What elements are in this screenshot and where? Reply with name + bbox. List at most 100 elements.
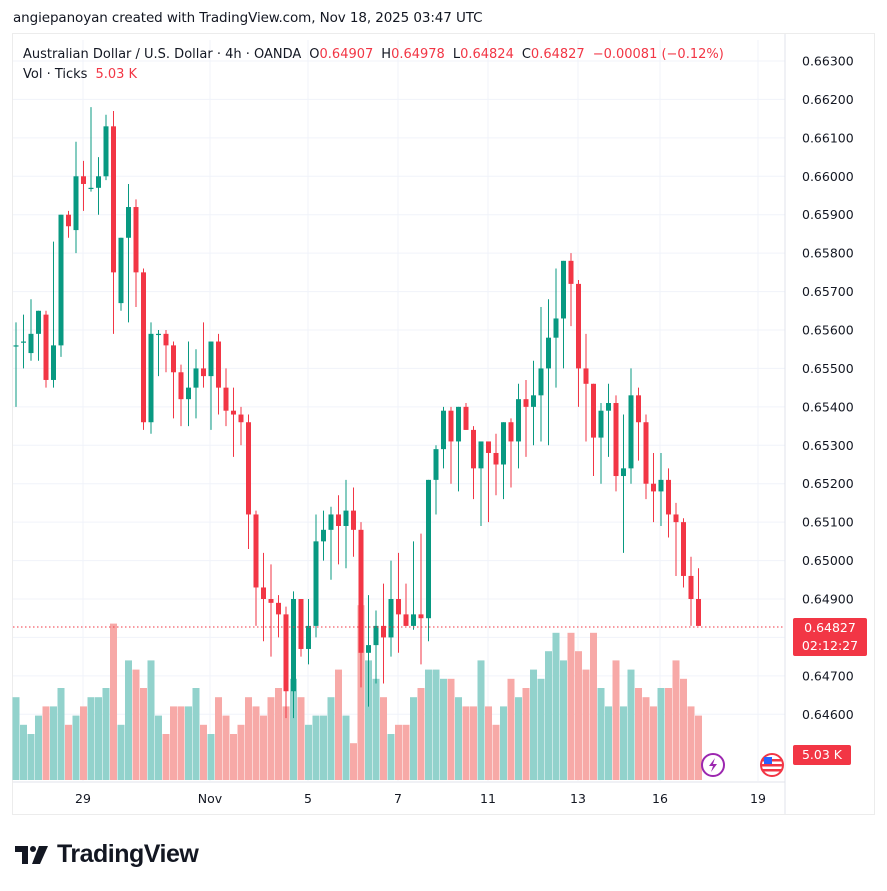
candle-body[interactable] <box>501 422 506 465</box>
candle-body[interactable] <box>486 441 491 453</box>
candle-body[interactable] <box>343 510 349 526</box>
candle-body[interactable] <box>73 176 79 231</box>
candle-body[interactable] <box>621 468 626 477</box>
candle-body[interactable] <box>388 599 394 638</box>
candle-body[interactable] <box>321 529 326 542</box>
candle-body[interactable] <box>336 514 341 526</box>
candle-body[interactable] <box>688 575 694 599</box>
candle-body[interactable] <box>81 176 86 184</box>
candle-body[interactable] <box>636 395 641 423</box>
candle-body[interactable] <box>51 345 56 380</box>
candle-body[interactable] <box>133 207 139 273</box>
candle-body[interactable] <box>463 406 469 430</box>
candle-body[interactable] <box>163 333 169 346</box>
candle-body[interactable] <box>268 599 274 603</box>
candle-body[interactable] <box>118 237 124 304</box>
candle-body[interactable] <box>403 614 409 626</box>
candle-body[interactable] <box>591 383 596 438</box>
candle-body[interactable] <box>516 399 521 442</box>
candle-body[interactable] <box>351 510 356 530</box>
volume-label[interactable]: Vol · Ticks <box>23 67 88 82</box>
candle-body[interactable] <box>471 429 476 469</box>
candle-body[interactable] <box>666 479 671 515</box>
candle-body[interactable] <box>681 522 686 576</box>
candle-body[interactable] <box>381 625 386 638</box>
candle-body[interactable] <box>148 333 154 423</box>
candle-body[interactable] <box>598 410 604 438</box>
candle-body[interactable] <box>223 387 229 411</box>
candle-body[interactable] <box>508 422 514 442</box>
candle-body[interactable] <box>426 479 431 619</box>
candle-body[interactable] <box>28 333 34 354</box>
candle-body[interactable] <box>306 625 311 649</box>
chart-frame[interactable] <box>12 33 875 815</box>
candle-body[interactable] <box>231 410 236 415</box>
candle-body[interactable] <box>553 318 559 338</box>
candle-body[interactable] <box>298 599 304 649</box>
candle-body[interactable] <box>111 126 116 273</box>
candle-body[interactable] <box>673 514 679 523</box>
candle-body[interactable] <box>583 368 589 384</box>
candle-body[interactable] <box>186 387 191 400</box>
candle-body[interactable] <box>313 541 319 626</box>
candle-body[interactable] <box>291 599 296 692</box>
candle-body[interactable] <box>328 514 334 530</box>
candle-body[interactable] <box>253 514 259 588</box>
candle-body[interactable] <box>568 260 574 284</box>
candle-body[interactable] <box>651 483 656 492</box>
candle-body[interactable] <box>156 333 161 336</box>
candle-body[interactable] <box>103 126 109 177</box>
candle-body[interactable] <box>238 414 244 423</box>
candle-body[interactable] <box>246 422 251 515</box>
candle-body[interactable] <box>546 337 551 369</box>
candle-body[interactable] <box>493 452 499 465</box>
candle-body[interactable] <box>43 314 49 380</box>
candle-body[interactable] <box>178 372 184 400</box>
candle-body[interactable] <box>418 614 424 619</box>
us-flag-event-icon[interactable] <box>760 753 784 777</box>
candle-body[interactable] <box>373 625 379 646</box>
candle-body[interactable] <box>96 176 101 188</box>
candle-body[interactable] <box>411 614 416 626</box>
symbol-title[interactable]: Australian Dollar / U.S. Dollar · 4h · O… <box>23 47 302 62</box>
candle-body[interactable] <box>441 410 446 450</box>
candle-body[interactable] <box>696 599 701 626</box>
candle-body[interactable] <box>88 187 94 190</box>
lightning-event-icon[interactable] <box>701 753 725 777</box>
candle-body[interactable] <box>561 260 566 319</box>
candle-body[interactable] <box>66 214 71 227</box>
candle-body[interactable] <box>613 403 619 477</box>
candle-body[interactable] <box>643 422 649 484</box>
candle-body[interactable] <box>216 341 221 388</box>
candle-body[interactable] <box>261 587 266 599</box>
candle-body[interactable] <box>193 368 199 388</box>
candle-body[interactable] <box>433 449 439 480</box>
candle-body[interactable] <box>628 395 634 469</box>
candle-body[interactable] <box>13 345 19 347</box>
candle-body[interactable] <box>58 214 64 346</box>
candle-body[interactable] <box>478 441 484 469</box>
candle-body[interactable] <box>171 345 176 373</box>
candle-body[interactable] <box>576 283 581 369</box>
candle-body[interactable] <box>606 403 611 411</box>
candle-body[interactable] <box>208 341 214 377</box>
candle-body[interactable] <box>448 410 454 442</box>
candle-body[interactable] <box>126 207 131 238</box>
candle-body[interactable] <box>538 368 544 396</box>
candle-body[interactable] <box>21 341 26 343</box>
candle-body[interactable] <box>523 399 529 407</box>
candle-body[interactable] <box>36 310 41 334</box>
candle-body[interactable] <box>276 602 281 615</box>
candle-body[interactable] <box>396 599 401 615</box>
candle-body[interactable] <box>201 368 206 377</box>
candle-body[interactable] <box>456 406 461 442</box>
candle-body[interactable] <box>358 529 364 653</box>
candle-body[interactable] <box>366 645 371 653</box>
tradingview-logo[interactable]: TradingView <box>15 840 199 869</box>
candle-body[interactable] <box>141 272 146 423</box>
candle-body[interactable] <box>531 395 536 407</box>
candle-body[interactable] <box>283 614 289 692</box>
candle-body[interactable] <box>658 479 664 492</box>
price-axis-label: 0.64900 <box>802 592 854 607</box>
